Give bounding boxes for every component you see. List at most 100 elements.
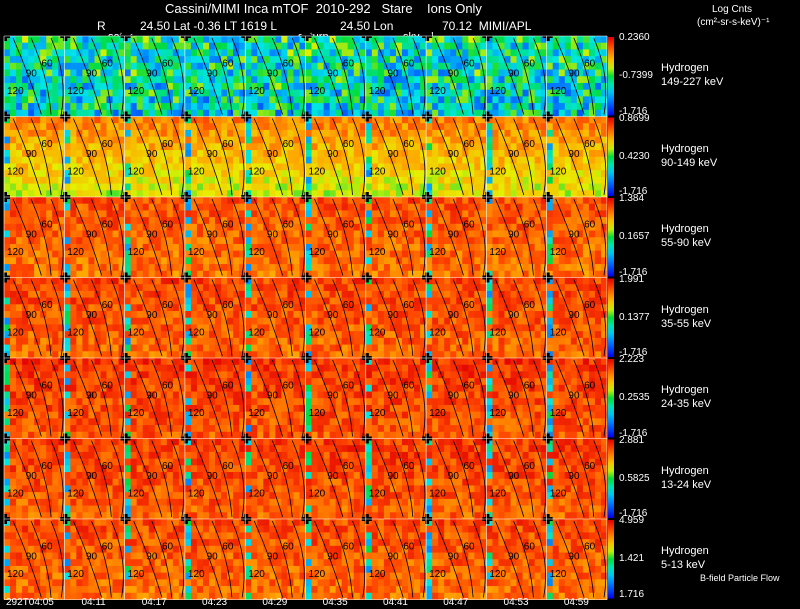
- colorbar-max-value: 2.223: [619, 354, 645, 365]
- contour-line: [352, 279, 365, 357]
- contour-label: 60: [584, 381, 596, 392]
- contour-label: 90: [207, 149, 219, 160]
- time-tick-label: 04:47: [443, 597, 469, 608]
- contour-line: [171, 118, 185, 196]
- contour-line: [434, 359, 464, 437]
- contour-line: [495, 118, 525, 196]
- contour-label: 120: [188, 167, 205, 178]
- contour-line: [12, 359, 42, 437]
- contour-line: [171, 440, 185, 518]
- header-lon: 24.50 Lon: [340, 19, 394, 33]
- contour-line: [374, 279, 404, 357]
- contour-line: [50, 198, 64, 276]
- contour-label: 90: [26, 551, 38, 562]
- contour-label: 90: [207, 229, 219, 240]
- colorbar-mid-value: 0.1657: [619, 231, 650, 243]
- contour-line: [50, 279, 64, 357]
- contour-label: 60: [343, 300, 355, 311]
- contour-line: [72, 359, 103, 437]
- contour-label: 120: [67, 86, 84, 97]
- colorbar-max-value: 2.881: [619, 434, 645, 446]
- contour-line: [352, 440, 365, 518]
- contour-line: [91, 37, 112, 115]
- colorbar-mid-value: 1.421: [619, 553, 645, 565]
- contour-label: 120: [309, 408, 326, 419]
- contour-line: [434, 520, 464, 598]
- contour-line: [110, 520, 124, 598]
- band-species-label: Hydrogen: [661, 142, 709, 155]
- contour-line: [452, 279, 474, 357]
- contour-line: [211, 520, 233, 598]
- contour-label: 120: [309, 328, 326, 339]
- contour-line: [151, 520, 173, 598]
- contour-label: 90: [448, 229, 460, 240]
- contour-label: 90: [26, 149, 38, 160]
- contour-label: 90: [207, 551, 219, 562]
- contour-line: [332, 118, 353, 196]
- contour-label: 90: [207, 390, 219, 401]
- contour-label: 120: [489, 167, 506, 178]
- contour-label: 90: [508, 149, 520, 160]
- contour-label: 90: [508, 471, 520, 482]
- band-row: 6090120609012060901206090120609012060901…: [0, 192, 608, 278]
- contour-line: [573, 359, 595, 437]
- contour-label: 60: [464, 461, 476, 472]
- contour-label: 90: [448, 149, 460, 160]
- contour-line: [434, 118, 464, 196]
- contour-label: 120: [188, 489, 205, 500]
- contour-label: 90: [327, 551, 339, 562]
- contour-line: [573, 37, 595, 115]
- contour-line: [12, 440, 42, 518]
- contour-line: [573, 118, 595, 196]
- contour-line: [211, 198, 233, 276]
- contour-line: [110, 118, 124, 196]
- contour-label: 60: [162, 220, 174, 231]
- contour-line: [110, 37, 124, 115]
- contour-line: [133, 37, 163, 115]
- contour-line: [12, 37, 42, 115]
- contour-line: [231, 118, 245, 196]
- contour-label: 120: [369, 86, 386, 97]
- contour-label: 60: [524, 300, 536, 311]
- contour-label: 60: [102, 139, 114, 150]
- contour-label: 60: [584, 59, 596, 70]
- contour-line: [91, 520, 112, 598]
- contour-line: [314, 37, 344, 115]
- contour-line: [412, 198, 426, 276]
- contour-label: 60: [464, 381, 476, 392]
- contour-label: 120: [489, 247, 506, 258]
- contour-line: [291, 359, 305, 437]
- contour-label: 60: [524, 139, 536, 150]
- time-tick-label: 04:53: [503, 597, 529, 608]
- contour-line: [374, 118, 404, 196]
- contour-line: [314, 440, 344, 518]
- contour-label: 90: [207, 68, 219, 79]
- time-tick-label: 04:41: [382, 597, 408, 608]
- contour-line: [412, 118, 426, 196]
- contour-line: [513, 37, 534, 115]
- contour-label: 90: [568, 390, 580, 401]
- contour-line: [513, 440, 534, 518]
- contour-label: 60: [41, 461, 53, 472]
- contour-line: [555, 198, 585, 276]
- contour-line: [291, 198, 305, 276]
- contour-line: [332, 37, 353, 115]
- contour-label: 120: [67, 569, 84, 580]
- contour-label: 60: [403, 220, 415, 231]
- contour-line: [30, 359, 52, 437]
- colorbar: [608, 37, 614, 116]
- contour-label: 120: [369, 328, 386, 339]
